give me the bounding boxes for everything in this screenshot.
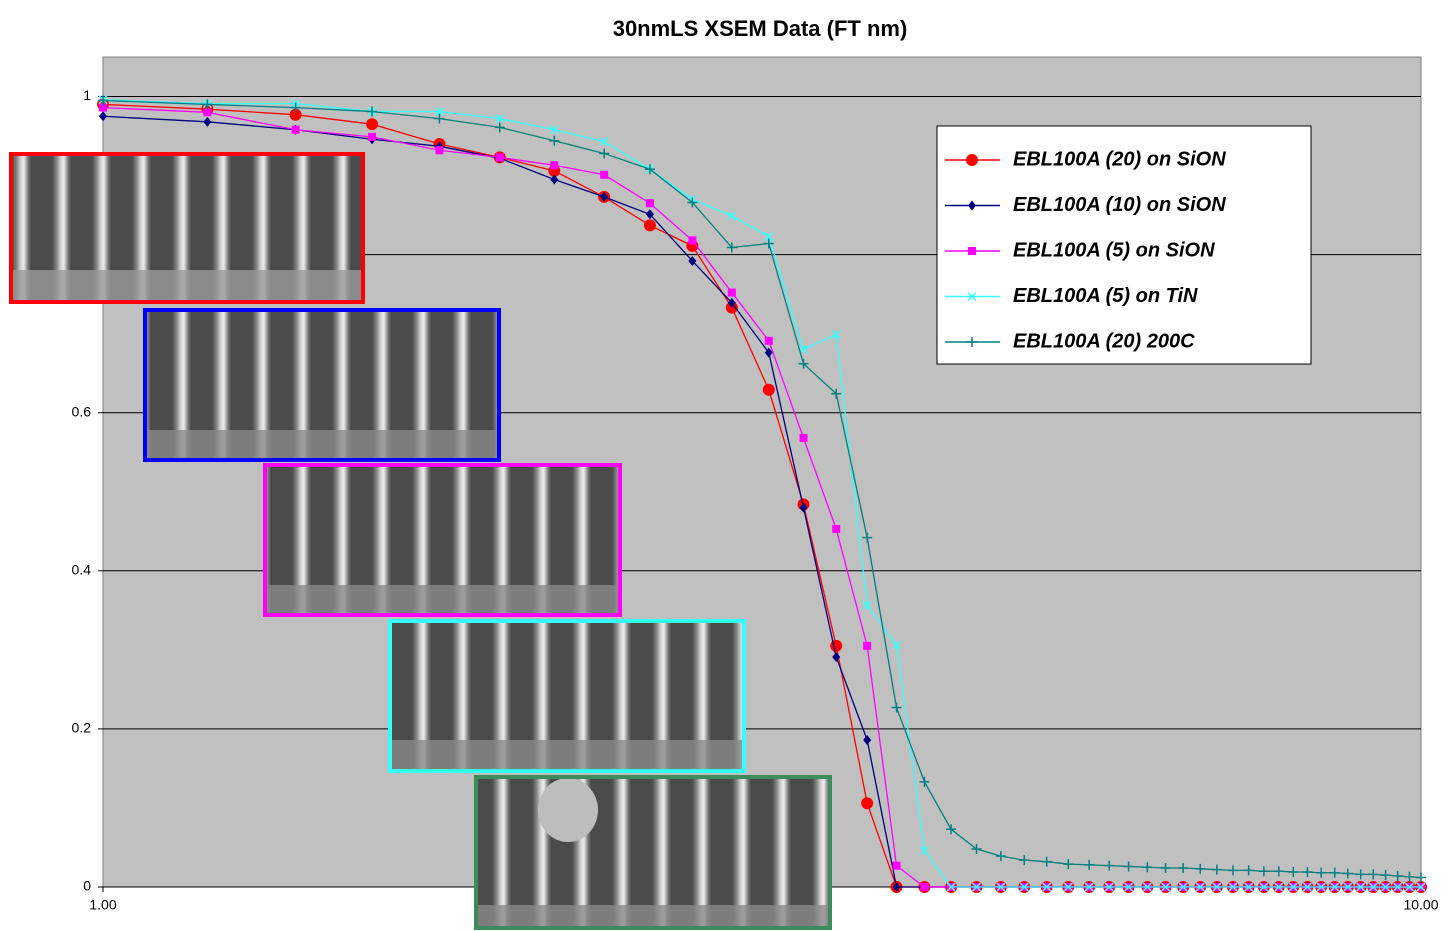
marker — [366, 118, 378, 130]
y-tick-label: 0.6 — [72, 403, 92, 419]
y-tick-label: 0.2 — [72, 720, 92, 736]
y-tick-label: 1 — [83, 87, 91, 103]
sem-image — [390, 621, 744, 771]
marker — [646, 199, 654, 207]
marker — [920, 883, 928, 891]
marker — [600, 171, 608, 179]
marker — [966, 154, 978, 166]
marker — [863, 642, 871, 650]
marker — [763, 384, 775, 396]
marker — [688, 236, 696, 244]
chart-title: 30nmLS XSEM Data (FT nm) — [613, 16, 908, 41]
marker — [550, 161, 558, 169]
marker — [496, 153, 504, 161]
sem-image — [145, 310, 499, 460]
marker — [292, 126, 300, 134]
marker — [832, 525, 840, 533]
marker — [893, 862, 901, 870]
y-tick-label: 0.4 — [72, 562, 92, 578]
legend-label: EBL100A (20) 200C — [1013, 330, 1195, 352]
sem-image — [11, 154, 363, 302]
marker — [799, 434, 807, 442]
legend-label: EBL100A (5) on SiON — [1013, 239, 1215, 261]
marker — [830, 640, 842, 652]
x-tick-label: 1.00 — [89, 897, 116, 913]
sem-image — [265, 465, 620, 615]
sem-image — [476, 777, 830, 928]
legend-label: EBL100A (20) on SiON — [1013, 148, 1226, 170]
marker — [765, 337, 773, 345]
marker — [435, 146, 443, 154]
legend-label: EBL100A (10) on SiON — [1013, 194, 1226, 216]
marker — [644, 219, 656, 231]
chart: 30nmLS XSEM Data (FT nm) 00.20.40.60.811… — [0, 0, 1453, 931]
marker — [368, 133, 376, 141]
marker — [861, 797, 873, 809]
marker — [968, 247, 976, 255]
y-tick-label: 0 — [83, 878, 91, 894]
legend-label: EBL100A (5) on TiN — [1013, 285, 1198, 307]
marker — [203, 108, 211, 116]
marker — [728, 289, 736, 297]
x-tick-label: 10.00 — [1403, 897, 1438, 913]
